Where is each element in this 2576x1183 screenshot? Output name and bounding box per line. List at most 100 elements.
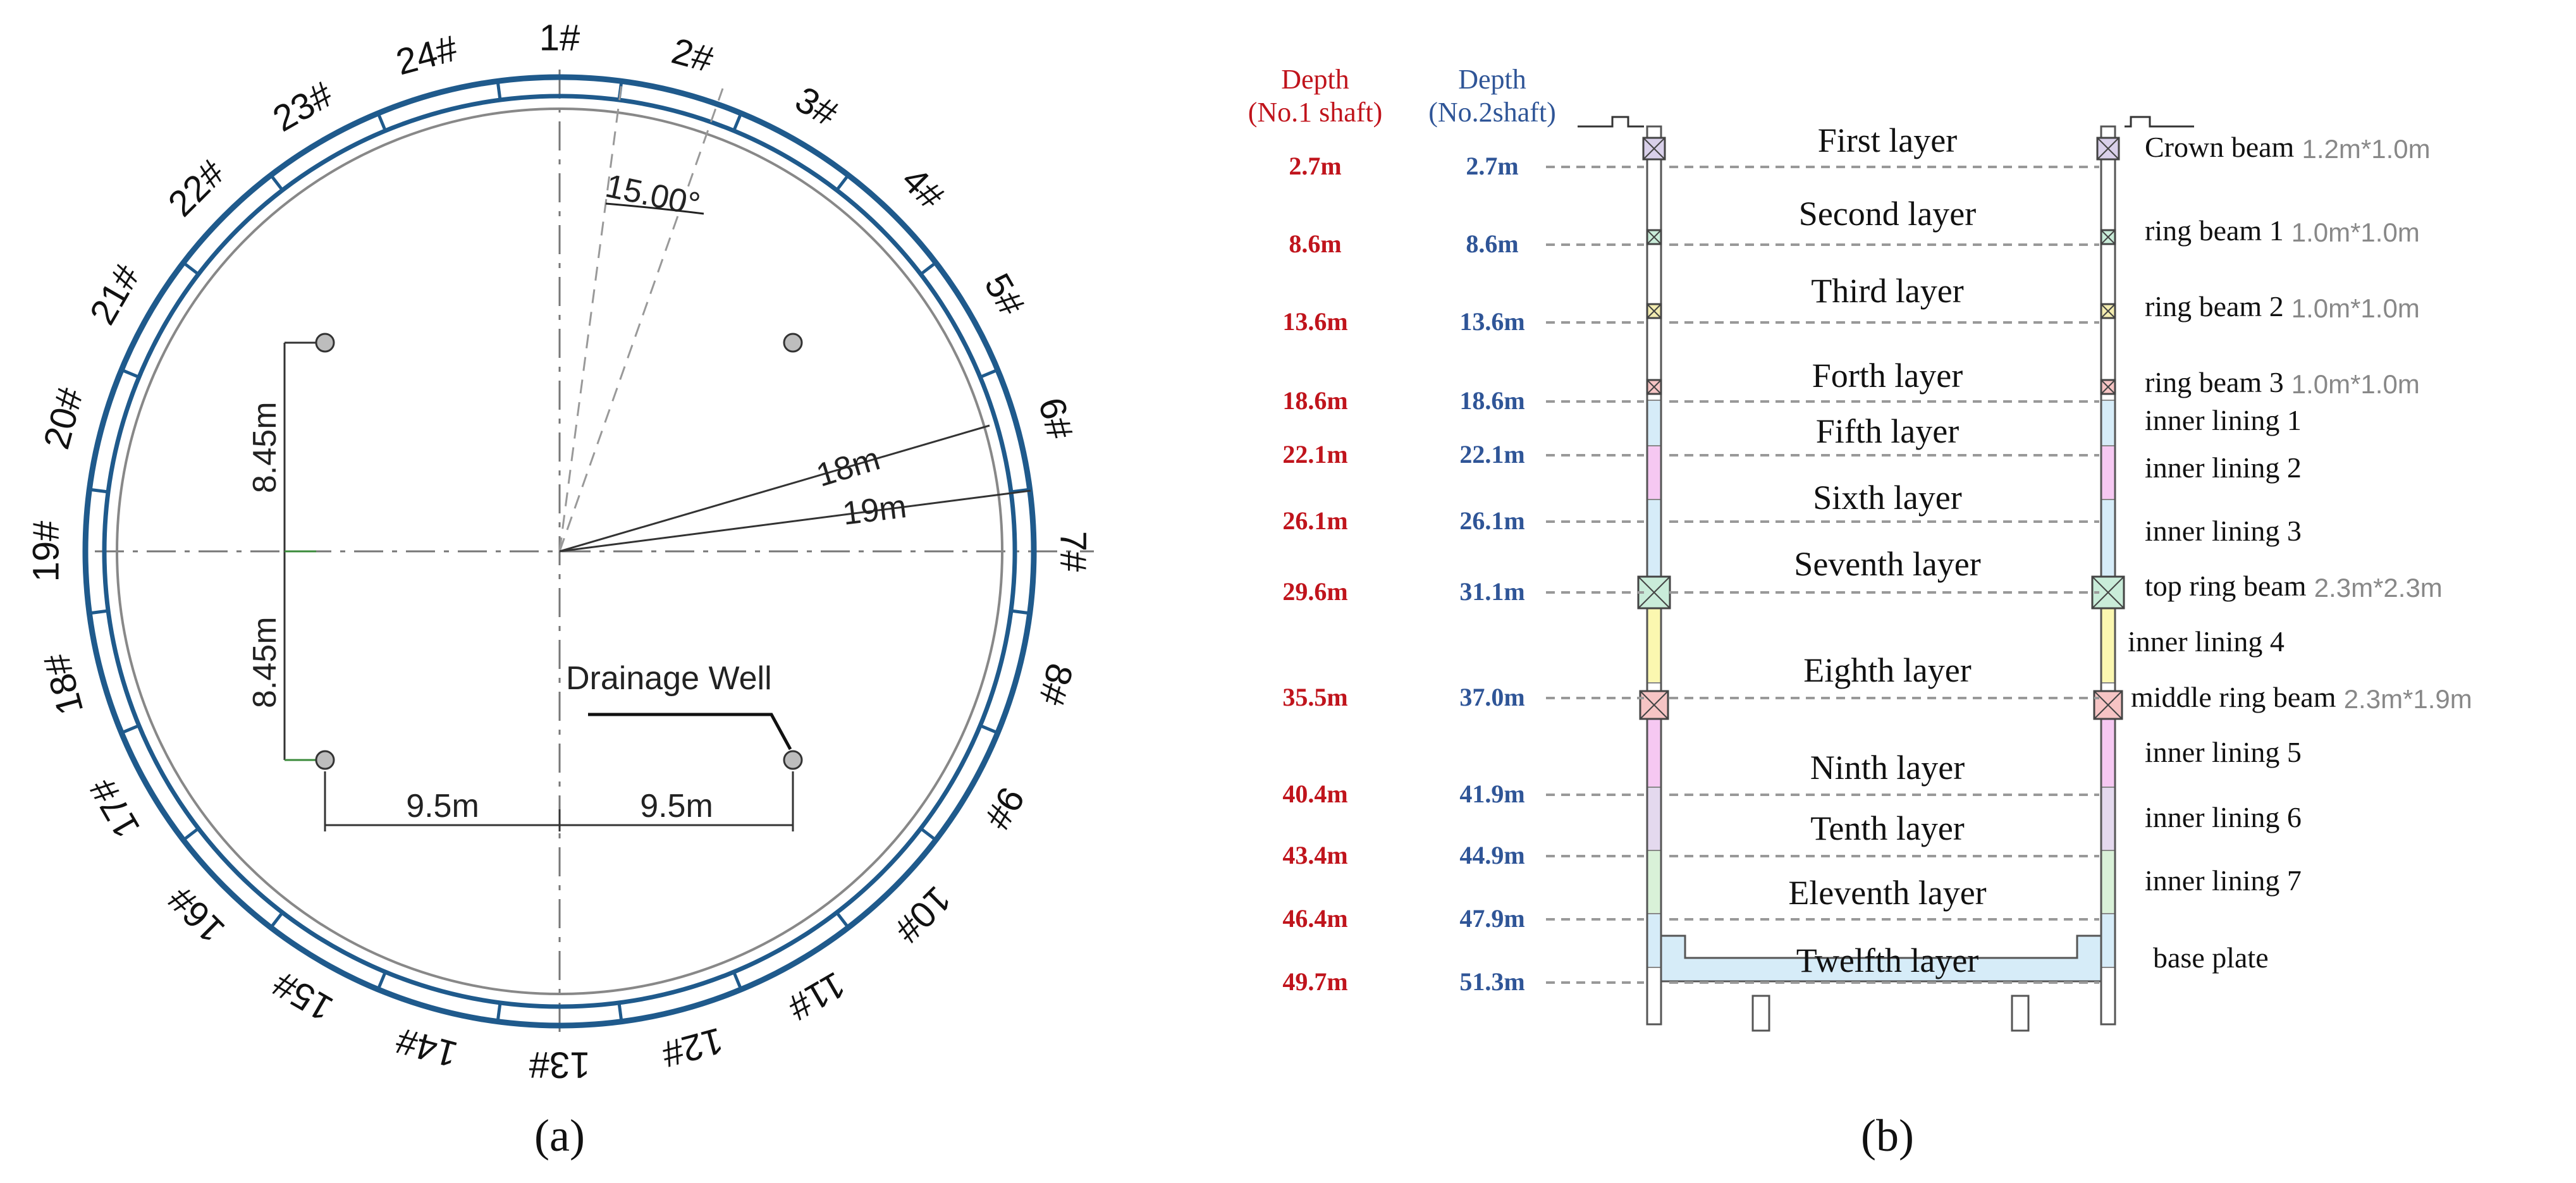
lining-band <box>2101 714 2116 788</box>
component-name: inner lining 2 <box>2145 451 2302 484</box>
beam-cross <box>1647 303 1662 319</box>
lining-band <box>2101 913 2116 968</box>
depth-no2: 41.9m <box>1459 780 1524 808</box>
component-name: top ring beam <box>2145 570 2307 602</box>
beam-cross <box>2097 137 2119 160</box>
lining-band <box>2101 850 2116 914</box>
segment-label: 15# <box>266 963 340 1029</box>
shaft-section <box>1637 125 2125 1032</box>
component-name: ring beam 1 <box>2145 214 2284 247</box>
segment-label: 4# <box>894 159 952 218</box>
segment-label: 24# <box>392 28 462 83</box>
segment-joint <box>835 174 850 192</box>
component-name: ring beam 2 <box>2145 290 2284 322</box>
depth-no1: 8.6m <box>1289 230 1341 258</box>
base-post <box>1751 995 1770 1032</box>
component-name: inner lining 7 <box>2145 864 2302 897</box>
component-name: inner lining 1 <box>2145 404 2302 436</box>
depth-no1: 46.4m <box>1282 904 1347 933</box>
lining-band <box>2101 400 2116 446</box>
lining-band <box>1647 913 1662 968</box>
component-name: inner lining 5 <box>2145 736 2302 768</box>
segment-label: 18# <box>36 649 92 719</box>
beam-cross <box>2094 690 2123 720</box>
segment-label: 12# <box>658 1020 727 1076</box>
segment-label: 13# <box>529 1045 591 1086</box>
segment-joint <box>835 911 850 929</box>
segment-label: 21# <box>82 258 148 331</box>
ground-left <box>1578 116 1644 128</box>
base-post <box>2011 995 2030 1032</box>
depth-no2: 37.0m <box>1459 683 1524 711</box>
component-size: 2.3m*2.3m <box>2314 573 2443 603</box>
segment-label: 5# <box>976 267 1033 322</box>
layer-label: Eighth layer <box>1803 651 1971 689</box>
radius-19m-label: 19m <box>840 488 908 532</box>
header-no2-line1: Depth <box>1458 64 1526 95</box>
panel-b-section-view: Depth (No.1 shaft) Depth (No.2shaft) 2.7… <box>1248 64 2472 1032</box>
beam-cross <box>2101 379 2116 395</box>
header-no2-line2: (No.2shaft) <box>1428 97 1556 128</box>
lining-band <box>1647 606 1662 683</box>
depth-no2: 18.6m <box>1459 386 1524 415</box>
lining-band <box>2101 787 2116 851</box>
segment-joint <box>376 113 387 132</box>
depth-no2: 8.6m <box>1466 230 1518 258</box>
layer-label: Seventh layer <box>1794 545 1980 583</box>
segment-joint <box>121 368 140 379</box>
lining-band <box>1647 445 1662 500</box>
radius-18m-label: 18m <box>813 440 885 494</box>
header-no1-line2: (No.1 shaft) <box>1248 97 1383 128</box>
well-top-right <box>783 333 803 353</box>
component-size: 2.3m*1.9m <box>2344 684 2472 714</box>
layer-label: Ninth layer <box>1810 749 1965 787</box>
depth-no1: 43.4m <box>1282 841 1347 869</box>
segment-joint <box>89 487 109 494</box>
layer-label: Eleventh layer <box>1788 874 1986 912</box>
component-name: Crown beam <box>2145 131 2295 163</box>
depth-no1: 22.1m <box>1282 440 1347 469</box>
segment-label: 20# <box>36 384 92 453</box>
component-name: middle ring beam <box>2131 681 2336 713</box>
layer-label: Twelfth layer <box>1796 941 1979 979</box>
depth-rows: 2.7m 2.7m 8.6m 8.6m 13.6m 13.6m 18.6m 18.6m 22.1… <box>1282 121 2099 996</box>
depth-no2: 44.9m <box>1459 841 1524 869</box>
segment-label: 8# <box>1031 659 1081 709</box>
beam-cross <box>1647 230 1662 245</box>
layer-label: Sixth layer <box>1813 479 1961 517</box>
drainage-leader-line <box>588 713 792 751</box>
component-name: inner lining 3 <box>2145 515 2302 547</box>
layer-label: Fifth layer <box>1816 412 1959 450</box>
component-size: 1.2m*1.0m <box>2302 134 2431 164</box>
segment-joint <box>269 911 284 929</box>
well-bottom-left <box>315 750 335 770</box>
vertical-dim-bottom-label: 8.45m <box>247 616 283 708</box>
segment-joint <box>979 368 998 379</box>
lining-band <box>1647 787 1662 851</box>
vertical-dim-top-label: 8.45m <box>247 401 283 493</box>
ground-right <box>2125 116 2194 128</box>
segment-joint <box>182 827 200 842</box>
depth-no2: 51.3m <box>1459 967 1524 996</box>
beam-cross <box>2092 576 2125 609</box>
well-top-left <box>315 333 335 353</box>
segment-label: 1# <box>539 17 580 58</box>
radius-18m-line <box>559 424 990 553</box>
depth-no2: 47.9m <box>1459 904 1524 933</box>
ring-outer <box>82 74 1037 1029</box>
depth-no1: 13.6m <box>1282 307 1347 336</box>
segment-joint <box>979 724 998 735</box>
lining-band <box>1647 714 1662 788</box>
depth-no2: 22.1m <box>1459 440 1524 469</box>
segment-label: 16# <box>161 878 233 950</box>
segment-label: 9# <box>976 780 1033 836</box>
lining-band <box>2101 499 2116 582</box>
segment-joint <box>732 113 743 132</box>
drainage-well-label: Drainage Well <box>566 660 772 697</box>
panel-b-label: (b) <box>1861 1110 1914 1161</box>
lining-band <box>1647 400 1662 446</box>
beam-cross <box>1640 690 1669 720</box>
segment-label: 23# <box>266 73 340 140</box>
depth-no1: 2.7m <box>1289 152 1341 180</box>
